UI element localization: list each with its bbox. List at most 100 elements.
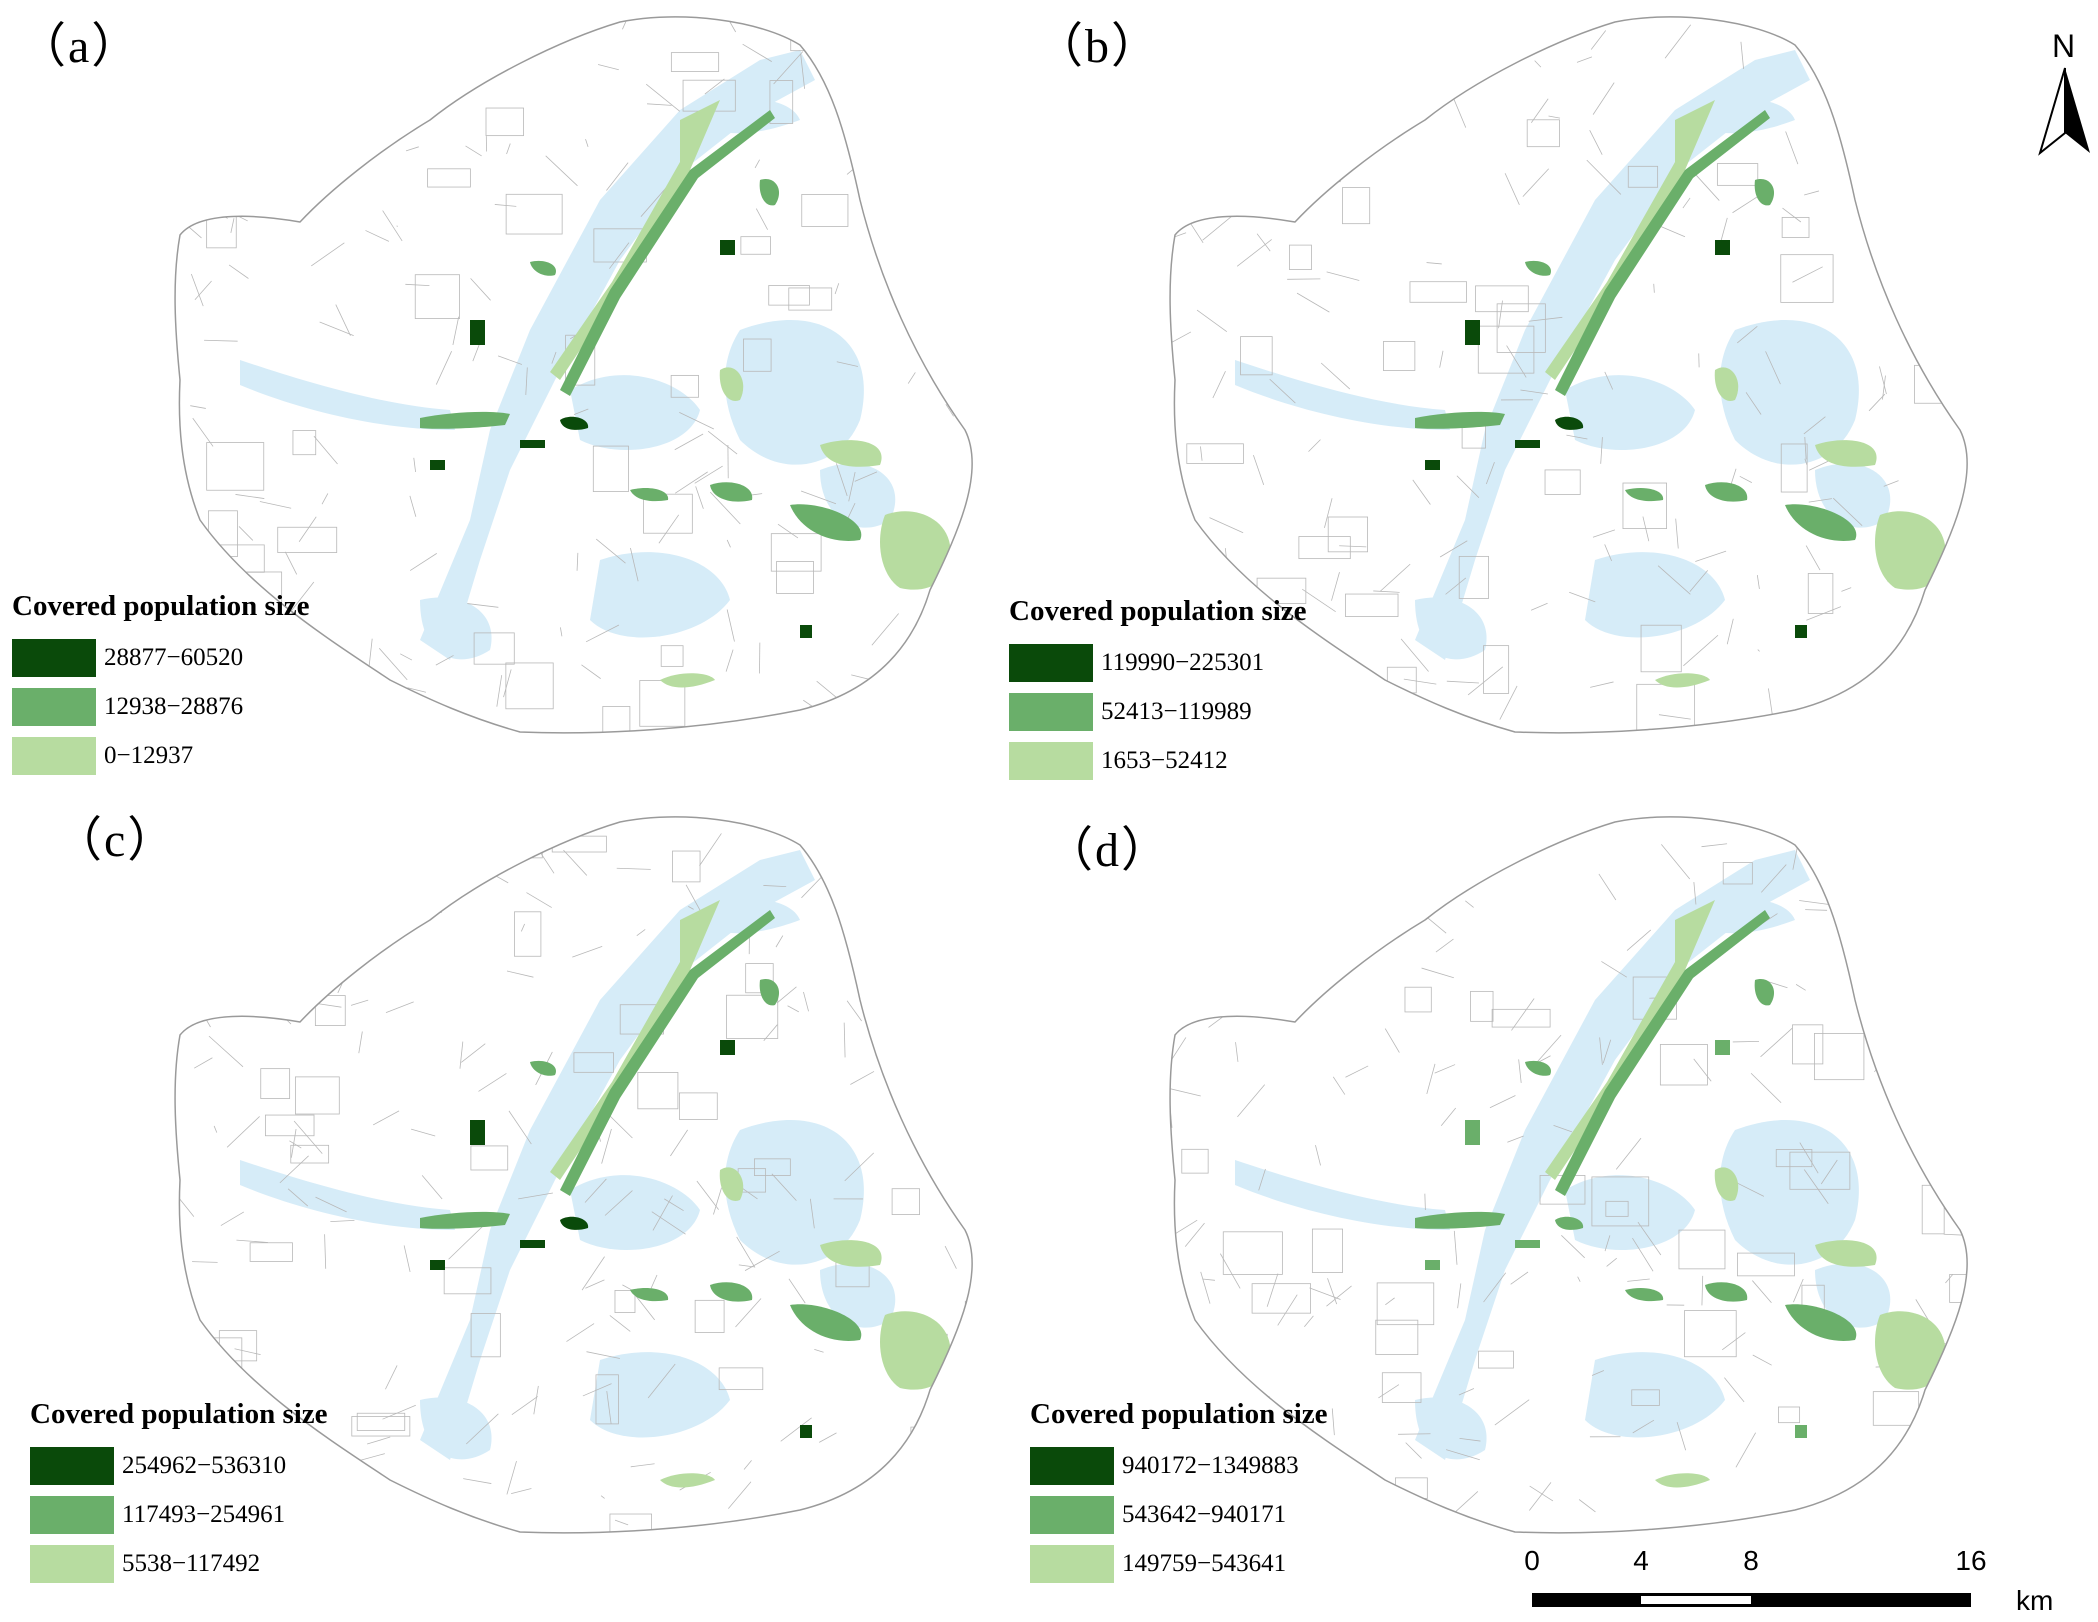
scale-tick-label: 8 [1743, 1545, 1759, 1576]
green-space [1465, 1120, 1480, 1145]
street [1578, 1499, 1596, 1513]
street [1752, 1280, 1772, 1304]
street [581, 664, 601, 679]
street [1301, 977, 1322, 995]
street [228, 264, 249, 279]
street [679, 412, 715, 430]
street [1312, 837, 1324, 858]
green-space [719, 367, 744, 401]
map-content [1170, 16, 1968, 733]
map-content [179, 825, 973, 1533]
street [707, 430, 738, 455]
street [1695, 550, 1727, 562]
legend-swatch [30, 1495, 114, 1534]
street [217, 1346, 221, 1365]
street [1494, 1399, 1530, 1426]
street [1534, 60, 1542, 68]
street [755, 208, 768, 230]
block [1789, 1151, 1851, 1190]
street [1694, 173, 1720, 201]
street [175, 16, 197, 34]
street [1566, 434, 1588, 440]
legend-range: 940172−1349883 [1122, 1451, 1299, 1479]
block [718, 1367, 764, 1391]
street [385, 1001, 414, 1013]
street [313, 168, 332, 198]
street [1339, 545, 1367, 548]
street [843, 1022, 846, 1058]
green-space [520, 440, 545, 448]
street [606, 1391, 612, 1425]
block [1775, 1149, 1813, 1168]
green-space [530, 1060, 556, 1076]
street [1332, 1076, 1346, 1095]
green-space [1655, 1473, 1710, 1488]
street [403, 1245, 411, 1273]
street [518, 1192, 553, 1200]
street [585, 1279, 605, 1289]
street [461, 1043, 486, 1063]
street [961, 1059, 973, 1070]
street [1734, 1181, 1765, 1197]
street [443, 861, 463, 894]
block [1684, 1310, 1737, 1358]
street [585, 624, 620, 643]
panel-label: （d） [1045, 824, 1172, 877]
block [363, 95, 388, 121]
street [435, 351, 452, 385]
street [1498, 300, 1503, 329]
street [1483, 1272, 1507, 1303]
street [1170, 331, 1192, 352]
block [1544, 469, 1581, 495]
green-space [1415, 411, 1505, 429]
panel-label: （c） [54, 814, 178, 867]
street [440, 1516, 447, 1529]
river-yangtze [420, 50, 815, 660]
street [435, 655, 454, 666]
street [1237, 1084, 1266, 1118]
street [581, 1256, 605, 1291]
block [1631, 1389, 1660, 1406]
street [809, 1198, 815, 1229]
street [1170, 938, 1182, 959]
street [773, 51, 804, 85]
city-boundary [174, 16, 973, 734]
legend-swatch [30, 1446, 114, 1485]
block [1345, 593, 1399, 617]
block [592, 445, 629, 492]
street [1324, 498, 1333, 528]
map-panel-b: （b） Covered population size 119990−22530… [995, 0, 2044, 800]
panel-label: （a） [18, 20, 142, 73]
street [1346, 1490, 1378, 1504]
street [1917, 640, 1952, 670]
street [1664, 24, 1692, 59]
street [601, 1128, 612, 1164]
lake [1685, 99, 1795, 134]
street [1799, 1142, 1819, 1174]
block [964, 1300, 973, 1326]
street [1506, 345, 1527, 378]
block [505, 193, 563, 235]
street [525, 367, 528, 395]
street [1277, 1294, 1298, 1326]
legend: Covered population size 28877−60520 1293… [12, 590, 310, 780]
green-space [1815, 1240, 1877, 1267]
legend-item: 149759−543641 [1030, 1539, 1328, 1588]
street [317, 1003, 342, 1008]
street [526, 892, 552, 908]
street [1657, 565, 1691, 595]
street [1653, 283, 1655, 293]
block [414, 274, 460, 319]
street [1726, 618, 1734, 645]
street [1808, 498, 1832, 503]
street [1592, 82, 1615, 115]
street [1785, 131, 1799, 165]
river-han [240, 360, 455, 430]
block [1283, 164, 1341, 183]
street [1253, 454, 1265, 485]
legend-item: 52413−119989 [1009, 687, 1307, 736]
street [350, 999, 369, 1006]
street [736, 1236, 756, 1268]
street [1451, 94, 1467, 128]
street [645, 83, 681, 112]
